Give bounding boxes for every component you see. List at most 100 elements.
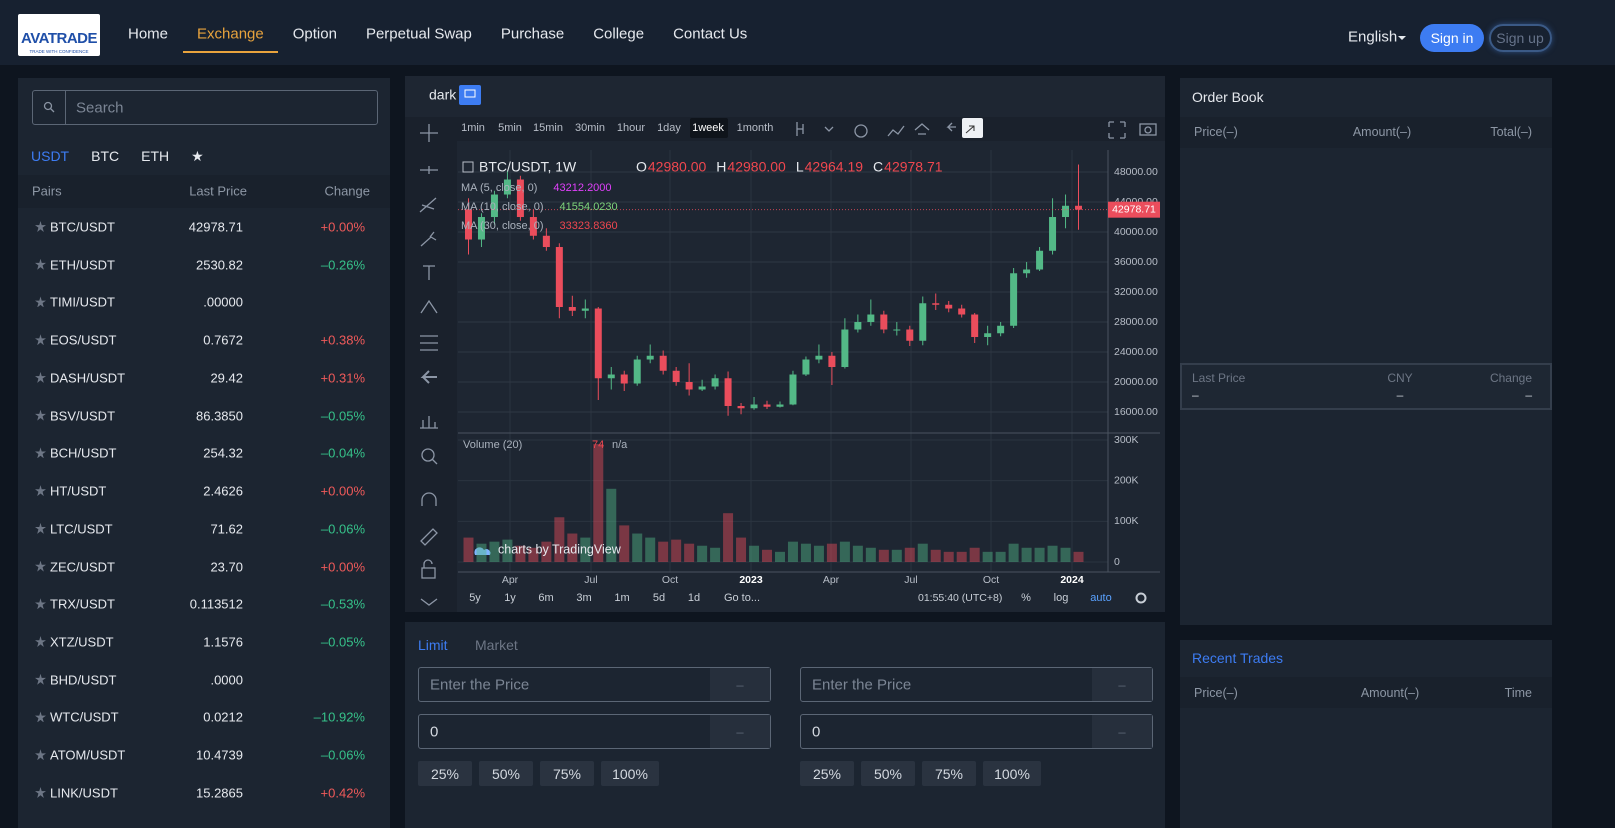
favorite-star[interactable]	[35, 598, 46, 610]
input-text: 0	[430, 723, 439, 740]
range-button[interactable]: 6m	[538, 592, 553, 604]
percent-button[interactable]	[601, 761, 659, 786]
percent-button[interactable]	[418, 761, 472, 786]
pair-name[interactable]: BTC/USDT	[50, 219, 115, 235]
pair-name[interactable]: ETH/USDT	[50, 257, 115, 273]
market-tab[interactable]: ETH	[141, 148, 170, 164]
percent-label: 75%	[552, 766, 582, 782]
interval-button[interactable]: 1week	[692, 122, 724, 134]
interval-button[interactable]: 5min	[498, 122, 522, 134]
favorite-star[interactable]	[35, 221, 46, 232]
percent-button[interactable]	[479, 761, 533, 786]
interval-button[interactable]: 1min	[461, 122, 485, 134]
search-box[interactable]	[32, 90, 378, 125]
pair-name[interactable]: LTC/USDT	[50, 521, 113, 537]
percent-button[interactable]	[861, 761, 915, 786]
favorite-star[interactable]	[35, 409, 46, 421]
percent-button[interactable]	[800, 761, 854, 786]
market-tab[interactable]: ★	[191, 148, 204, 164]
nav-item[interactable]: Home	[128, 25, 169, 43]
favorite-star[interactable]	[35, 447, 46, 459]
pair-name[interactable]: BSV/USDT	[50, 408, 116, 424]
theme-toggle[interactable]	[459, 85, 481, 105]
trades-header: Price(–)	[1194, 685, 1238, 700]
pair-name[interactable]: BCH/USDT	[50, 445, 117, 461]
order-input[interactable]	[418, 714, 771, 749]
pair-name[interactable]: HT/USDT	[50, 483, 107, 499]
nav-item[interactable]: Perpetual Swap	[365, 25, 472, 43]
candle-body	[984, 333, 992, 338]
logo[interactable]: AVATRADE TRADE WITH CONFIDENCE	[18, 14, 100, 56]
favorite-star[interactable]	[35, 258, 46, 270]
volume-tick-label: 0	[1114, 556, 1120, 568]
candle-body	[828, 355, 836, 368]
nav-item[interactable]: Purchase	[500, 25, 565, 43]
nav-item[interactable]: College	[593, 25, 645, 43]
pair-name[interactable]: TIMI/USDT	[50, 294, 115, 310]
favorite-star[interactable]	[35, 749, 46, 761]
volume-bar	[943, 551, 954, 562]
book-header: Total(–)	[1490, 124, 1532, 139]
order-tab[interactable]: Limit	[418, 637, 448, 653]
favorite-star[interactable]	[35, 522, 46, 534]
favorite-star[interactable]	[35, 296, 46, 308]
percent-button[interactable]	[540, 761, 594, 786]
percent-button[interactable]	[983, 761, 1041, 786]
range-button[interactable]: 1y	[504, 592, 516, 604]
pair-name[interactable]: DASH/USDT	[50, 370, 126, 386]
redo-button[interactable]	[962, 118, 983, 138]
interval-button[interactable]: 1month	[737, 122, 774, 134]
percent-toggle[interactable]: %	[1021, 592, 1031, 604]
range-button[interactable]: 3m	[576, 592, 591, 604]
interval-button[interactable]: 1hour	[617, 122, 645, 134]
candle-body	[841, 329, 849, 368]
pair-name[interactable]: EOS/USDT	[50, 332, 117, 348]
favorite-star[interactable]	[35, 334, 46, 346]
sign-in-button[interactable]	[1420, 24, 1484, 52]
percent-button[interactable]	[922, 761, 976, 786]
order-input[interactable]	[418, 667, 771, 702]
pair-name[interactable]: XTZ/USDT	[50, 634, 114, 650]
favorite-star[interactable]	[35, 673, 46, 685]
nav-item[interactable]: Exchange	[197, 25, 264, 43]
pair-name[interactable]: BHD/USDT	[50, 672, 117, 688]
market-tab[interactable]: BTC	[91, 148, 120, 164]
volume-bar	[1073, 551, 1084, 562]
favorite-star[interactable]	[35, 560, 46, 572]
interval-button[interactable]: 1day	[657, 122, 681, 134]
settings-icon[interactable]	[1135, 592, 1147, 604]
range-button[interactable]: 5d	[653, 592, 665, 604]
range-button[interactable]: 1m	[614, 592, 629, 604]
sign-up-button[interactable]	[1489, 24, 1552, 52]
order-tab[interactable]: Market	[475, 637, 518, 653]
pair-name[interactable]: TRX/USDT	[50, 596, 115, 612]
range-button[interactable]: 1d	[688, 592, 700, 604]
last-price-tag	[1108, 201, 1160, 218]
input-unit: –	[736, 677, 744, 692]
interval-button[interactable]: 15min	[533, 122, 563, 134]
candle-body	[1062, 205, 1070, 218]
pair-name[interactable]: ZEC/USDT	[50, 559, 115, 575]
nav-item[interactable]: Contact Us	[673, 25, 748, 43]
favorite-star[interactable]	[35, 371, 46, 383]
favorite-star[interactable]	[35, 485, 46, 497]
market-tab[interactable]: USDT	[31, 148, 70, 164]
favorite-star[interactable]	[35, 711, 46, 723]
favorite-star[interactable]	[35, 636, 46, 648]
volume-bar	[800, 543, 811, 562]
auto-toggle[interactable]: auto	[1090, 592, 1111, 604]
order-input[interactable]	[800, 667, 1153, 702]
symbol-label[interactable]: BTC/USDT, 1W	[479, 159, 577, 175]
log-toggle[interactable]: log	[1054, 592, 1069, 604]
pair-name[interactable]: ATOM/USDT	[50, 747, 126, 763]
range-button[interactable]: Go to...	[724, 592, 760, 604]
nav-item[interactable]: Option	[292, 25, 337, 43]
interval-button[interactable]: 30min	[575, 122, 605, 134]
pair-name[interactable]: LINK/USDT	[50, 785, 118, 801]
range-button[interactable]: 5y	[469, 592, 481, 604]
candle-body	[490, 194, 498, 218]
pair-name[interactable]: WTC/USDT	[50, 709, 119, 725]
language-select[interactable]: English	[1348, 28, 1398, 46]
favorite-star[interactable]	[35, 786, 46, 798]
order-input[interactable]	[800, 714, 1153, 749]
